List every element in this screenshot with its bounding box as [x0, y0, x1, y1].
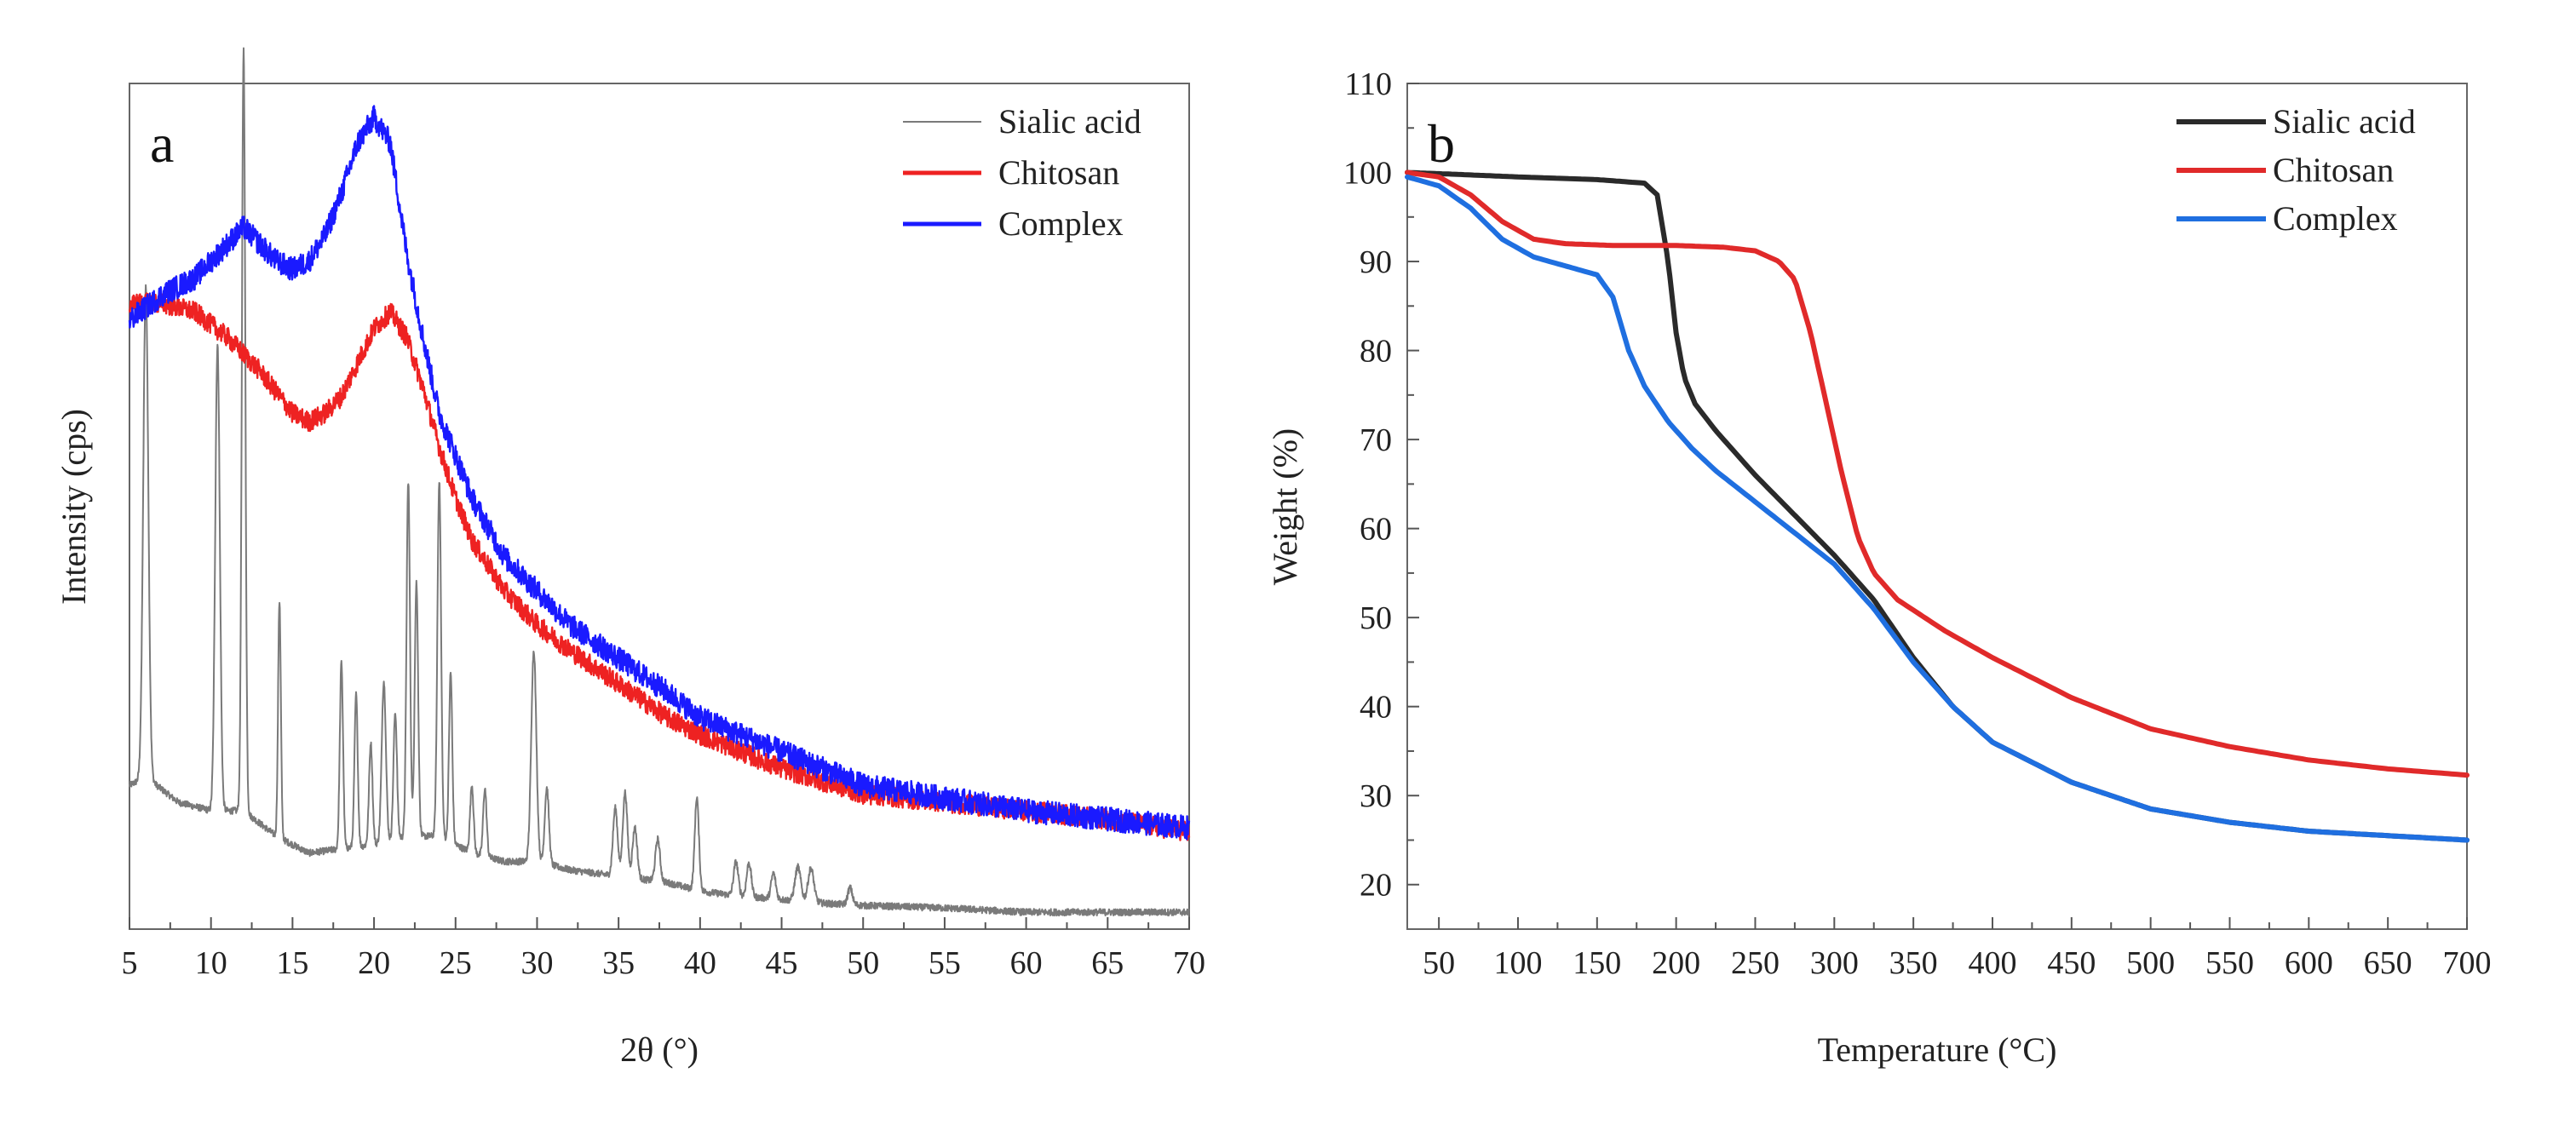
tga-x-tick-label: 50 [1423, 945, 1455, 981]
xrd-x-ticks: 5 10 15 20 25 30 35 40 45 50 55 60 65 70 [122, 917, 1205, 981]
xrd-x-tick-label: 45 [766, 945, 798, 981]
tga-panel-label: b [1428, 113, 1455, 174]
tga-y-tick-label: 70 [1360, 422, 1392, 458]
tga-x-tick-label: 200 [1652, 945, 1700, 981]
tga-y-axis-title: Weight (%) [1266, 428, 1304, 586]
tga-y-tick-label: 60 [1360, 512, 1392, 548]
tga-y-tick-label: 30 [1360, 778, 1392, 814]
tga-y-tick-label: 90 [1360, 244, 1392, 280]
xrd-x-tick-label: 30 [520, 945, 553, 981]
xrd-legend: Sialic acid Chitosan Complex [903, 102, 1141, 243]
xrd-y-axis-title: Intensity (cps) [55, 409, 93, 605]
tga-y-tick-label: 20 [1360, 868, 1392, 904]
tga-series-chitosan [1405, 169, 2470, 778]
tga-legend-label: Sialic acid [2273, 102, 2416, 141]
xrd-x-tick-label: 35 [602, 945, 635, 981]
tga-x-tick-label: 250 [1731, 945, 1780, 981]
tga-legend-label: Complex [2273, 199, 2398, 238]
tga-x-tick-label: 500 [2126, 945, 2175, 981]
tga-chart: b 50 100 150 200 250 300 350 400 450 500 550 600 650… [1266, 66, 2492, 1069]
tga-y-tick-label: 50 [1360, 600, 1392, 636]
tga-legend-label: Chitosan [2273, 151, 2394, 189]
xrd-legend-label: Sialic acid [998, 102, 1141, 141]
tga-y-ticks: 20 30 40 50 60 70 80 90 100 110 [1343, 66, 1419, 904]
tga-x-tick-label: 700 [2443, 945, 2492, 981]
xrd-x-tick-label: 60 [1010, 945, 1043, 981]
xrd-x-tick-label: 15 [276, 945, 308, 981]
xrd-x-tick-label: 25 [440, 945, 472, 981]
xrd-series-complex [128, 105, 1191, 841]
xrd-x-tick-label: 40 [684, 945, 716, 981]
tga-x-tick-label: 650 [2364, 945, 2412, 981]
tga-x-tick-label: 300 [1810, 945, 1859, 981]
tga-y-tick-label: 100 [1343, 156, 1392, 192]
tga-y-tick-label: 110 [1344, 66, 1392, 102]
xrd-x-tick-label: 70 [1173, 945, 1205, 981]
xrd-x-tick-label: 65 [1091, 945, 1124, 981]
xrd-x-tick-label: 20 [358, 945, 390, 981]
tga-x-axis-title: Temperature (°C) [1818, 1030, 2057, 1069]
tga-x-ticks: 50 100 150 200 250 300 350 400 450 500 550 600 650 70… [1423, 917, 2492, 981]
xrd-series-chitosan [128, 292, 1191, 841]
tga-x-tick-label: 350 [1889, 945, 1938, 981]
tga-y-tick-label: 40 [1360, 690, 1392, 726]
xrd-x-axis-title: 2θ (°) [620, 1030, 699, 1069]
tga-x-tick-label: 150 [1573, 945, 1621, 981]
tga-x-tick-label: 550 [2205, 945, 2254, 981]
tga-series-sialic-acid [1405, 169, 2470, 843]
tga-plot-frame [1406, 83, 2468, 930]
tga-x-tick-label: 600 [2285, 945, 2333, 981]
tga-x-tick-label: 400 [1968, 945, 2016, 981]
xrd-panel-label: a [150, 113, 174, 174]
tga-legend: Sialic acid Chitosan Complex [2176, 102, 2416, 238]
xrd-x-tick-label: 5 [122, 945, 138, 981]
xrd-x-tick-label: 55 [929, 945, 961, 981]
tga-series-complex [1405, 174, 2470, 843]
tga-x-tick-label: 100 [1493, 945, 1542, 981]
tga-y-tick-label: 80 [1360, 334, 1392, 370]
xrd-chart: a 5 10 15 20 25 30 35 40 45 50 55 60 65 70 2θ (°) Int… [55, 47, 1205, 1069]
xrd-series [128, 47, 1191, 917]
xrd-legend-label: Complex [998, 204, 1124, 243]
xrd-series-sialic-acid [129, 47, 1190, 917]
tga-series [1405, 169, 2470, 843]
xrd-x-tick-label: 10 [195, 945, 227, 981]
xrd-legend-label: Chitosan [998, 153, 1119, 192]
tga-x-tick-label: 450 [2047, 945, 2096, 981]
xrd-x-tick-label: 50 [847, 945, 879, 981]
